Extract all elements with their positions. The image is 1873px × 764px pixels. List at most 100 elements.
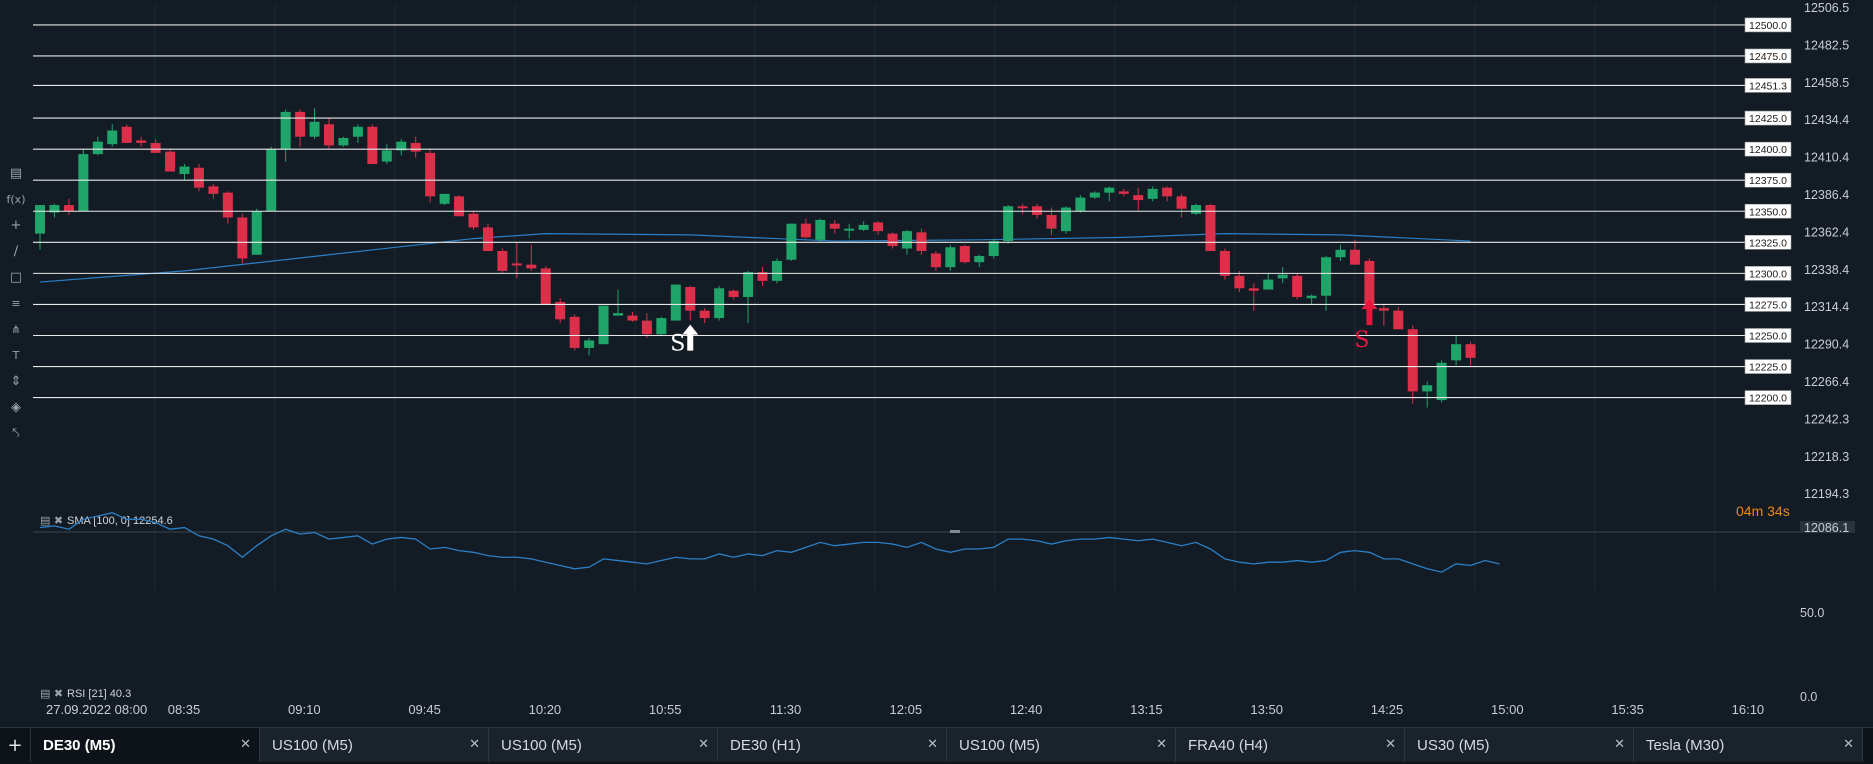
candle-body[interactable]: [670, 284, 681, 321]
candle-body[interactable]: [497, 251, 508, 271]
chart-area[interactable]: 12500.0 12475.0 12451.3 12425.0 12400.0 12375…: [0, 0, 1873, 727]
candle-body[interactable]: [63, 205, 74, 212]
candle-body[interactable]: [1436, 362, 1447, 401]
candle-body[interactable]: [1118, 191, 1129, 194]
candle-body[interactable]: [945, 247, 956, 268]
candle-body[interactable]: [1364, 260, 1375, 309]
close-icon[interactable]: ✕: [927, 737, 938, 752]
candle-body[interactable]: [136, 140, 147, 143]
candle-body[interactable]: [425, 152, 436, 197]
candle-body[interactable]: [1451, 344, 1462, 361]
candle-body[interactable]: [786, 223, 797, 260]
candle-body[interactable]: [1205, 205, 1216, 252]
close-icon[interactable]: ✕: [1843, 737, 1854, 752]
line-tool-icon[interactable]: ∕: [13, 243, 19, 259]
candle-body[interactable]: [324, 124, 334, 146]
candle-body[interactable]: [1277, 274, 1288, 279]
candle-body[interactable]: [439, 193, 450, 204]
candle-body[interactable]: [887, 233, 898, 247]
text-tool-icon[interactable]: T: [12, 348, 20, 362]
candle-body[interactable]: [367, 126, 378, 165]
instrument-tab[interactable]: US100 (M5) ✕: [260, 728, 489, 762]
candle-body[interactable]: [902, 231, 912, 249]
candle-body[interactable]: [685, 287, 696, 311]
candle-body[interactable]: [1248, 288, 1259, 291]
fibonacci-icon[interactable]: ≡: [11, 296, 21, 310]
candle-body[interactable]: [757, 272, 768, 281]
candle-body[interactable]: [1075, 197, 1086, 212]
candle-body[interactable]: [1046, 214, 1057, 229]
candle-body[interactable]: [1032, 206, 1043, 215]
candle-body[interactable]: [743, 272, 754, 297]
close-icon[interactable]: ✕: [1614, 737, 1625, 752]
candle-body[interactable]: [627, 315, 638, 321]
close-icon[interactable]: ✕: [240, 737, 251, 752]
candle-body[interactable]: [656, 318, 667, 335]
candle-body[interactable]: [1219, 251, 1230, 276]
candle-body[interactable]: [959, 246, 970, 263]
candle-body[interactable]: [555, 301, 566, 320]
candle-body[interactable]: [309, 121, 320, 137]
candle-body[interactable]: [1234, 275, 1245, 289]
layers-icon[interactable]: ◈: [11, 399, 21, 415]
instrument-tab[interactable]: US30 (M5) ✕: [1405, 728, 1634, 762]
candle-body[interactable]: [584, 340, 595, 348]
candle-body[interactable]: [569, 316, 580, 348]
candle-body[interactable]: [988, 241, 999, 256]
candle-body[interactable]: [150, 142, 161, 153]
candle-body[interactable]: [540, 268, 551, 305]
candle-body[interactable]: [1292, 275, 1303, 297]
candle-body[interactable]: [1162, 187, 1173, 197]
candle-body[interactable]: [338, 137, 349, 146]
candle-body[interactable]: [454, 196, 465, 217]
candle-body[interactable]: [237, 217, 248, 259]
instrument-tab[interactable]: US100 (M5) ✕: [489, 728, 718, 762]
candle-body[interactable]: [699, 310, 710, 319]
candle-body[interactable]: [1465, 344, 1476, 358]
close-icon[interactable]: ✕: [469, 737, 480, 752]
close-icon[interactable]: ✕: [1385, 737, 1396, 752]
candle-body[interactable]: [771, 260, 782, 281]
share-icon[interactable]: ⤣: [12, 425, 20, 441]
candle-body[interactable]: [1176, 196, 1187, 209]
candle-body[interactable]: [179, 166, 190, 174]
close-icon[interactable]: ✕: [1156, 737, 1167, 752]
candle-body[interactable]: [193, 167, 204, 188]
candle-body[interactable]: [526, 264, 537, 269]
candle-body[interactable]: [1263, 279, 1274, 290]
candle-body[interactable]: [916, 232, 927, 252]
candle-body[interactable]: [1147, 188, 1158, 199]
candle-body[interactable]: [1191, 205, 1201, 214]
candle-body[interactable]: [1335, 249, 1346, 258]
candle-body[interactable]: [396, 141, 407, 151]
candle-body[interactable]: [107, 130, 118, 145]
candle-body[interactable]: [728, 290, 739, 297]
candle-body[interactable]: [1089, 192, 1100, 198]
instrument-tab[interactable]: US100 (M5) ✕: [947, 728, 1176, 762]
candle-body[interactable]: [295, 111, 306, 137]
candle-body[interactable]: [482, 227, 493, 252]
candle-body[interactable]: [468, 213, 479, 228]
candle-body[interactable]: [1407, 329, 1418, 392]
candle-body[interactable]: [165, 151, 176, 172]
function-icon[interactable]: f(x): [6, 192, 26, 206]
candle-body[interactable]: [598, 305, 609, 345]
add-tab-button[interactable]: +: [0, 728, 31, 762]
candle-body[interactable]: [352, 126, 363, 137]
candle-body[interactable]: [1104, 187, 1115, 193]
instrument-tab[interactable]: FRA40 (H4) ✕: [1176, 728, 1405, 762]
rectangle-icon[interactable]: □: [9, 269, 23, 285]
price-chart[interactable]: 12500.0 12475.0 12451.3 12425.0 12400.0 12375…: [0, 0, 1873, 727]
candle-body[interactable]: [121, 126, 132, 143]
candle-body[interactable]: [1306, 295, 1317, 299]
candle-body[interactable]: [1393, 310, 1404, 330]
instrument-tab[interactable]: DE30 (M5) ✕: [31, 728, 260, 762]
candle-body[interactable]: [251, 211, 262, 255]
candle-body[interactable]: [1321, 257, 1332, 296]
candle-body[interactable]: [92, 141, 103, 155]
candle-body[interactable]: [1422, 385, 1433, 392]
candle-body[interactable]: [714, 288, 725, 319]
monitor-icon[interactable]: ▤: [9, 165, 23, 181]
candle-body[interactable]: [280, 111, 291, 150]
candle-body[interactable]: [1133, 195, 1144, 201]
